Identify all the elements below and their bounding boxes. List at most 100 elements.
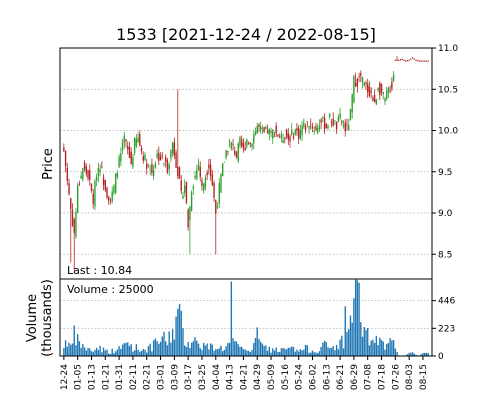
volume-bar <box>216 349 219 356</box>
volume-bar <box>73 325 75 356</box>
volume-bar <box>358 282 360 356</box>
volume-bar <box>280 348 283 356</box>
candle-body <box>358 76 360 78</box>
volume-bar <box>63 347 65 356</box>
candle-body <box>411 57 414 59</box>
candle-body <box>368 86 371 97</box>
volume-bar <box>240 346 243 356</box>
candle-body <box>261 127 264 129</box>
volume-bar <box>144 349 146 356</box>
candle-body <box>109 201 112 202</box>
candle-body <box>278 137 281 139</box>
candle-body <box>68 183 70 195</box>
price-ytick-label: 8.5 <box>438 250 452 260</box>
volume-bar <box>121 344 124 356</box>
volume-bar <box>95 347 98 356</box>
candle-body <box>199 166 201 177</box>
volume-bar <box>109 354 112 356</box>
volume-bar <box>368 345 371 356</box>
volume-bar <box>360 322 362 356</box>
volume-bar <box>209 343 212 356</box>
candle-body <box>206 172 208 176</box>
volume-bar <box>303 349 305 356</box>
candle-body <box>292 136 295 139</box>
volume-bar <box>316 353 319 356</box>
volume-bar <box>339 339 341 356</box>
volume-bar <box>411 352 414 356</box>
candle-body <box>361 76 364 83</box>
candle-body <box>360 73 362 76</box>
candle-body <box>258 124 260 127</box>
x-tick-label: 01-13 <box>87 364 97 390</box>
volume-bar <box>123 343 125 356</box>
volume-bar <box>406 354 409 356</box>
volume-bar <box>223 349 226 356</box>
candle-body <box>73 219 75 234</box>
volume-bar <box>165 341 167 356</box>
volume-bar <box>304 344 307 356</box>
x-tick-label: 04-04 <box>212 364 222 390</box>
volume-bar <box>348 329 350 356</box>
volume-bar <box>132 351 134 356</box>
candle-body <box>268 129 270 135</box>
volume-bar <box>253 342 255 356</box>
candle-body <box>208 164 210 169</box>
volume-bar <box>222 351 224 356</box>
candle-body <box>420 60 422 62</box>
volume-bar <box>68 342 70 356</box>
volume-bars <box>63 279 429 356</box>
volume-bar <box>189 347 191 356</box>
candle-body <box>121 141 124 151</box>
candle-body <box>235 152 238 158</box>
candle-body <box>367 83 369 93</box>
volume-bar <box>208 349 210 356</box>
candle-body <box>189 206 191 221</box>
candle-body <box>392 74 395 82</box>
candle-body <box>253 134 255 144</box>
volume-bar <box>142 348 144 356</box>
volume-bar <box>292 346 295 356</box>
candle-body <box>403 59 405 61</box>
volume-bar <box>158 343 160 356</box>
candle-body <box>246 139 248 147</box>
candle-body <box>251 143 253 147</box>
volume-bar <box>177 308 179 356</box>
candle-body <box>108 196 110 201</box>
volume-bar <box>230 281 233 356</box>
candle-body <box>425 60 428 62</box>
volume-bar <box>315 352 317 356</box>
candle-body <box>156 153 158 158</box>
volume-bar <box>64 340 67 356</box>
candle-body <box>379 83 381 95</box>
candle-body <box>194 175 196 178</box>
candle-body <box>187 209 189 228</box>
volume-bar <box>291 346 293 356</box>
candle-body <box>114 173 117 194</box>
candle-body <box>80 175 82 179</box>
volume-bar <box>152 340 155 356</box>
volume-bar <box>156 341 158 356</box>
candle-body <box>401 59 403 60</box>
candle-body <box>398 59 400 61</box>
candle-body <box>240 139 243 147</box>
candle-body <box>151 163 153 174</box>
candle-body <box>78 183 81 185</box>
candle-body <box>190 192 193 211</box>
candle-body <box>85 166 87 174</box>
volume-bar <box>367 327 369 356</box>
volume-bar <box>204 345 207 356</box>
candle-body <box>313 130 315 132</box>
volume-bar <box>392 339 395 356</box>
volume-bar <box>90 351 93 356</box>
x-tick-label: 06-29 <box>350 364 360 390</box>
candle-body <box>175 152 177 168</box>
candle-body <box>170 149 172 159</box>
candle-body <box>344 122 346 132</box>
candle-body <box>277 134 279 137</box>
candle-body <box>215 199 217 214</box>
volume-bar <box>249 351 252 356</box>
volume-bar <box>215 348 217 356</box>
candle-body <box>166 160 169 173</box>
